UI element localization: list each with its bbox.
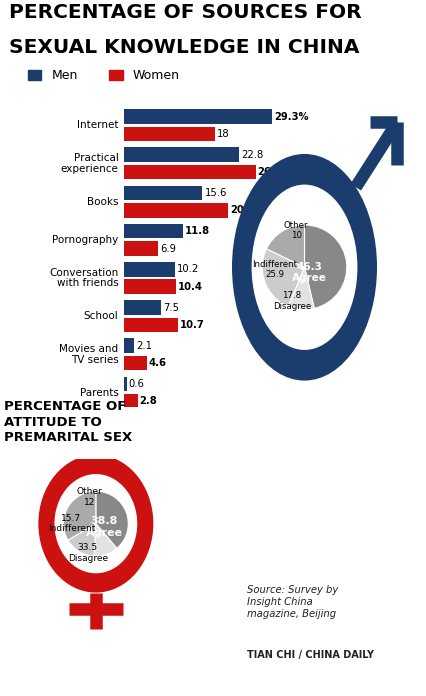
Circle shape [252,184,357,350]
Bar [124,242,158,256]
Text: 2.1: 2.1 [136,341,152,351]
Wedge shape [262,248,305,306]
Text: School: School [84,311,118,322]
Bar [124,165,256,180]
Text: 10.7: 10.7 [180,320,204,330]
Bar [124,377,127,391]
Text: Movies and
TV series: Movies and TV series [60,344,118,365]
Text: Source: Survey by
Insight China
magazine, Beijing: Source: Survey by Insight China magazine… [247,585,338,619]
Text: 15.6: 15.6 [204,188,227,198]
Text: 10.2: 10.2 [177,264,199,274]
Text: 38.8
Agree: 38.8 Agree [86,516,122,538]
Wedge shape [305,225,347,308]
Wedge shape [288,267,314,310]
Text: Internet: Internet [77,120,118,130]
Text: SEXUAL KNOWLEDGE IN CHINA: SEXUAL KNOWLEDGE IN CHINA [9,38,359,57]
Circle shape [55,474,137,574]
Text: 11.8: 11.8 [185,226,210,236]
Bar [124,127,215,141]
Bar [124,186,202,200]
Bar [124,300,161,315]
Text: Parents: Parents [80,388,118,397]
Text: 33.5
Disagree: 33.5 Disagree [68,543,108,562]
Bar [124,394,138,409]
Text: 29.3%: 29.3% [274,111,308,122]
Text: Other
12: Other 12 [77,487,102,507]
Text: 6.9: 6.9 [161,244,176,253]
Bar [124,262,175,276]
Circle shape [38,454,153,592]
Legend: Men, Women: Men, Women [28,69,180,82]
Text: 22.8: 22.8 [241,150,263,159]
Text: 15.7
Indifferent: 15.7 Indifferent [48,514,95,533]
Wedge shape [266,225,305,267]
Wedge shape [63,491,96,540]
Text: 0.6: 0.6 [129,379,144,389]
Text: Books: Books [87,196,118,207]
Text: 18: 18 [216,129,229,139]
Text: 46.3
Agree: 46.3 Agree [292,262,327,283]
Text: TIAN CHI / CHINA DAILY: TIAN CHI / CHINA DAILY [247,650,374,660]
Circle shape [232,154,377,381]
Text: PERCENTAGE OF SOURCES FOR: PERCENTAGE OF SOURCES FOR [9,3,361,22]
Bar [124,224,183,238]
Text: PERCENTAGE OF
ATTITUDE TO
PREMARITAL SEX: PERCENTAGE OF ATTITUDE TO PREMARITAL SEX [4,400,132,444]
Bar [124,338,134,353]
Wedge shape [68,523,96,556]
Text: 26.1: 26.1 [258,167,282,177]
Text: 2.8: 2.8 [140,396,158,406]
Text: 4.6: 4.6 [149,358,167,368]
Bar [124,109,272,124]
Bar [124,280,176,294]
Text: Other
10: Other 10 [284,221,308,240]
Bar [124,203,228,218]
Bar [124,148,239,162]
Text: Pornography: Pornography [52,235,118,245]
Text: 20.6: 20.6 [230,205,254,215]
Text: Indifferent
25.9: Indifferent 25.9 [252,260,297,279]
Text: 7.5: 7.5 [164,303,179,313]
Text: Practical
experience: Practical experience [61,153,118,174]
Bar [124,317,178,332]
Bar [124,356,147,370]
Wedge shape [96,491,128,548]
Wedge shape [94,523,117,556]
Text: Conversation
with friends: Conversation with friends [49,268,118,288]
Text: 10.4: 10.4 [178,282,203,292]
Text: 17.8
Disagree: 17.8 Disagree [273,292,311,311]
